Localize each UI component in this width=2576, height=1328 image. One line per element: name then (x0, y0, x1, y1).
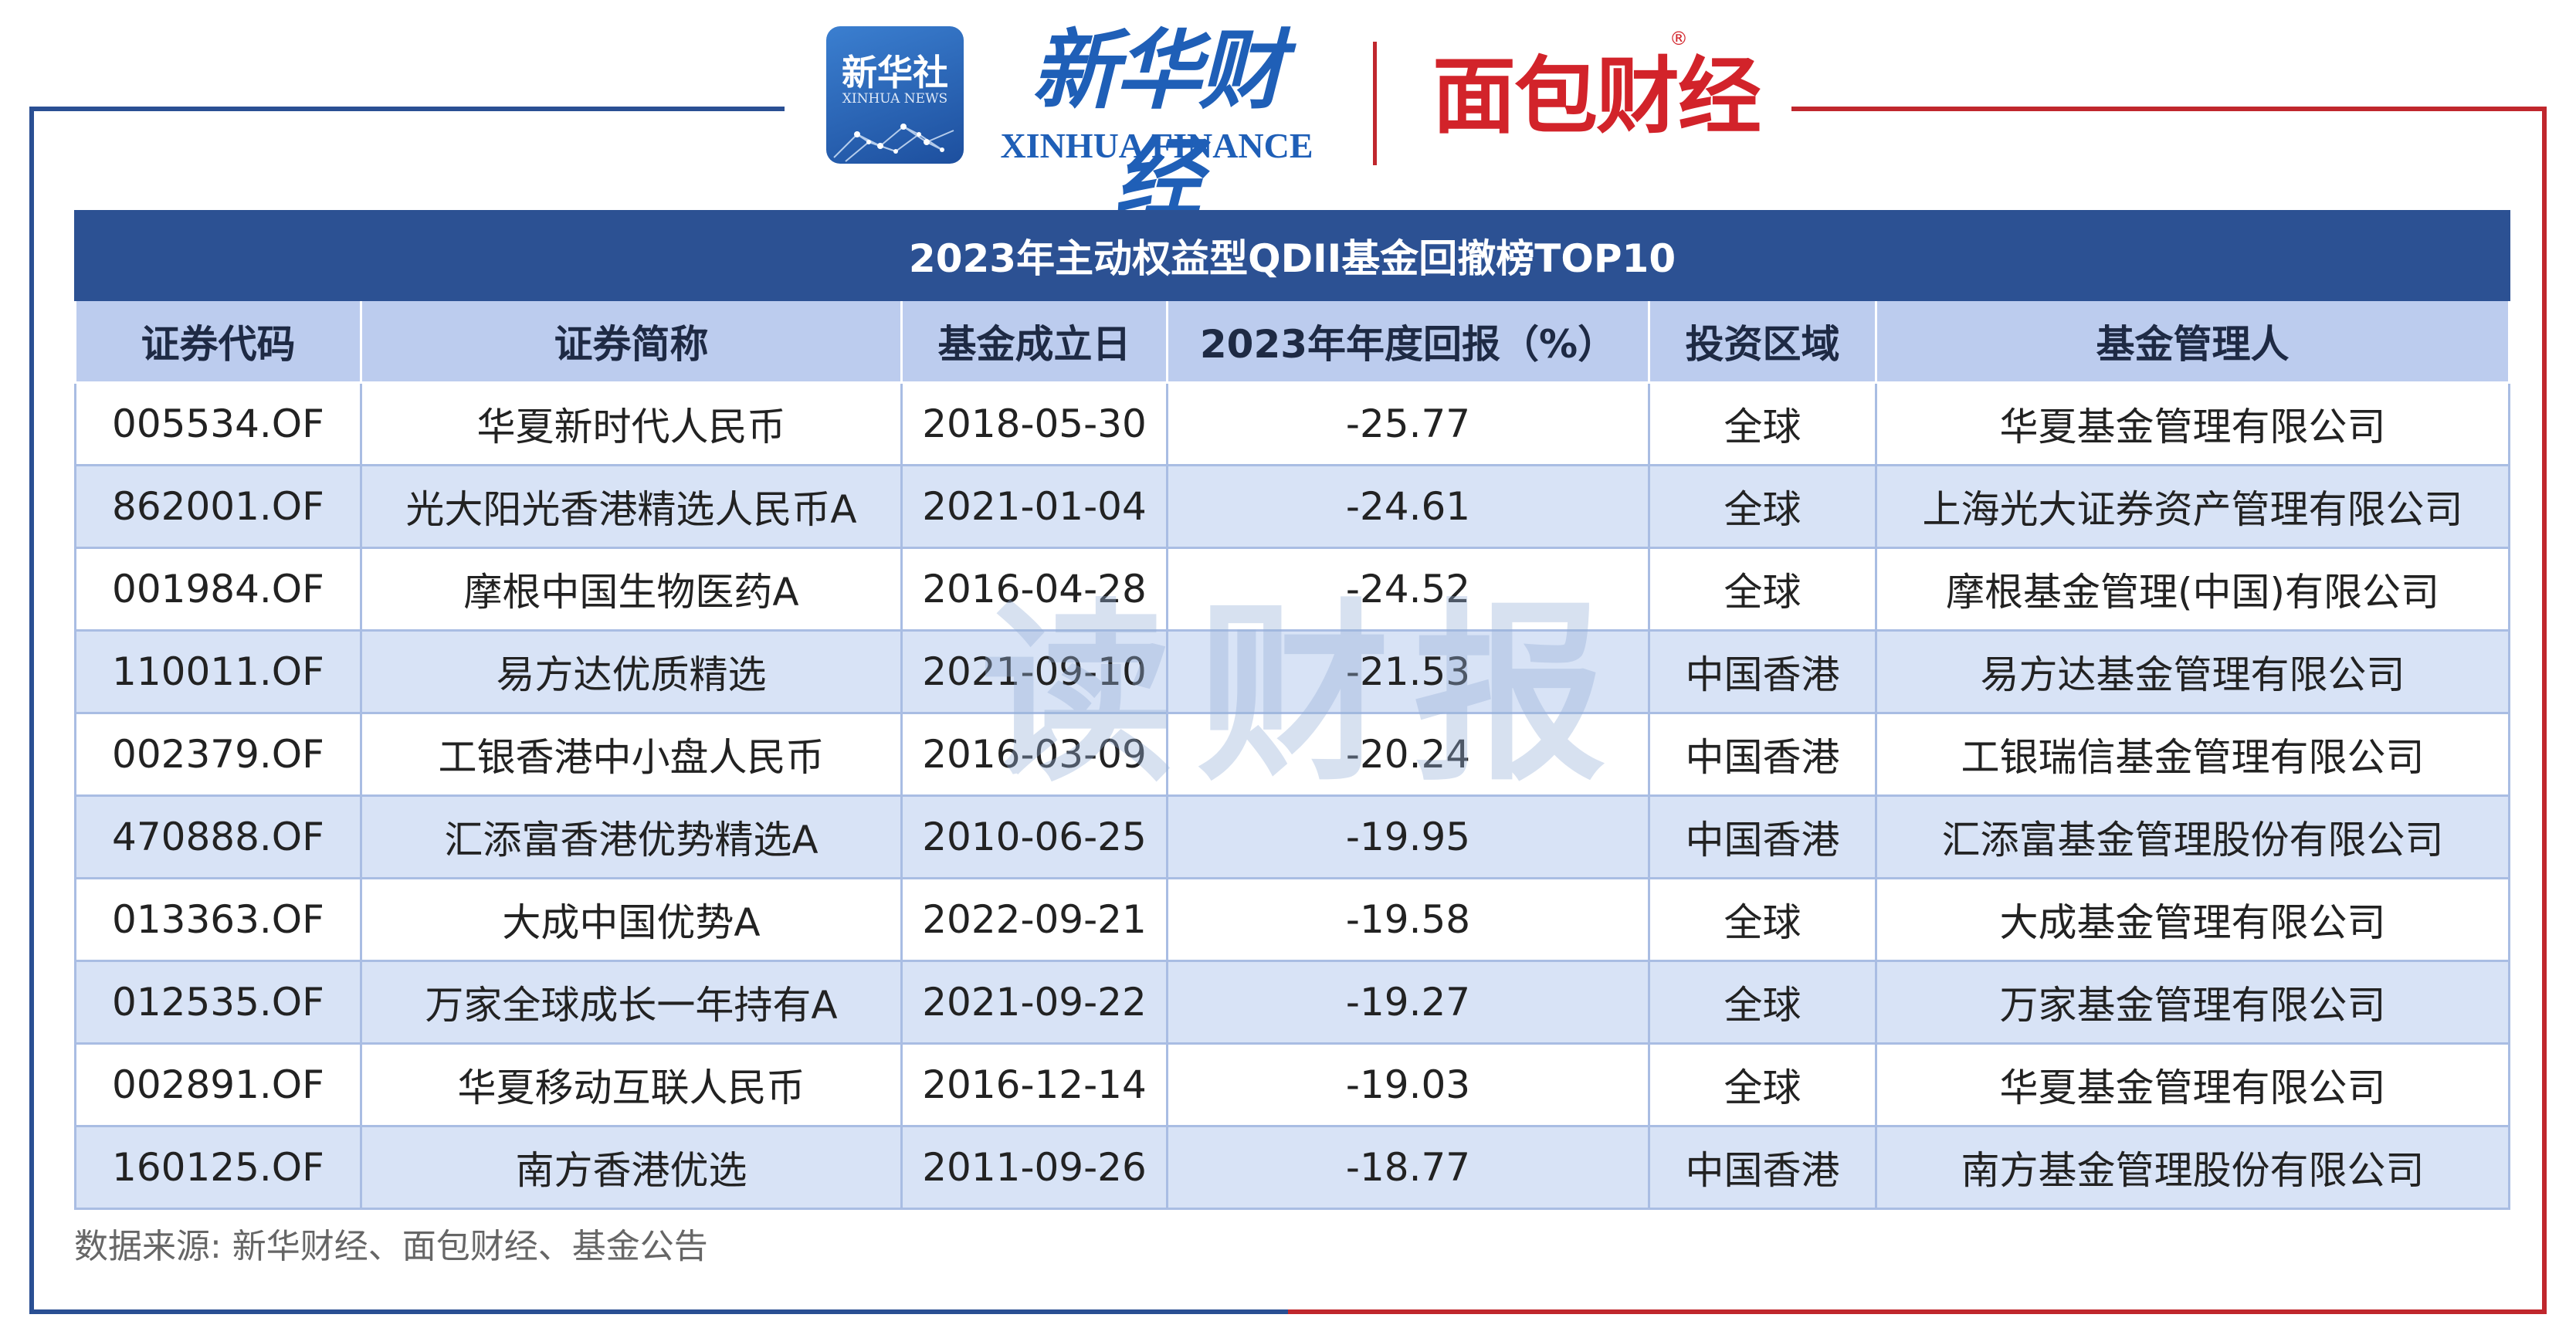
cell-date: 2018-05-30 (900, 382, 1168, 466)
cell-name: 南方香港优选 (360, 1126, 903, 1210)
table-row: 012535.OF 万家全球成长一年持有A 2021-09-22 -19.27 全球 万家… (74, 960, 2511, 1045)
cell-region: 中国香港 (1648, 1126, 1877, 1210)
column-header: 2023年年度回报（%） (1166, 299, 1650, 384)
cell-region: 全球 (1648, 465, 1877, 549)
table-row: 005534.OF 华夏新时代人民币 2018-05-30 -25.77 全球 华夏基金管… (74, 382, 2511, 466)
cell-name: 华夏移动互联人民币 (360, 1043, 903, 1127)
cell-manager: 汇添富基金管理股份有限公司 (1874, 795, 2511, 879)
cell-region: 中国香港 (1648, 795, 1877, 879)
logo-divider (1373, 42, 1377, 165)
frame-line-right (2542, 107, 2547, 1313)
cell-manager: 华夏基金管理有限公司 (1874, 382, 2511, 466)
cell-region: 全球 (1648, 878, 1877, 962)
cell-return: -24.52 (1166, 547, 1650, 632)
cell-manager: 华夏基金管理有限公司 (1874, 1043, 2511, 1127)
cell-region: 全球 (1648, 382, 1877, 466)
table-title-row: 2023年主动权益型QDII基金回撤榜TOP10 (73, 210, 2511, 301)
cell-return: -25.77 (1166, 382, 1650, 466)
cell-return: -19.27 (1166, 960, 1650, 1045)
cell-date: 2021-09-10 (900, 630, 1168, 714)
cell-name: 万家全球成长一年持有A (360, 960, 903, 1045)
frame-line-top-right (1791, 107, 2547, 111)
frame-line-bottom-left (29, 1309, 1288, 1314)
cell-return: -19.58 (1166, 878, 1650, 962)
cell-code: 001984.OF (74, 547, 362, 632)
cell-code: 002891.OF (74, 1043, 362, 1127)
table-row: 002379.OF 工银香港中小盘人民币 2016-03-09 -20.24 中国香港工… (74, 713, 2511, 797)
cell-manager: 摩根基金管理(中国)有限公司 (1874, 547, 2511, 632)
cell-name: 易方达优质精选 (360, 630, 903, 714)
cell-code: 002379.OF (74, 713, 362, 797)
xinhua-badge-cn-text: 新华社 (842, 52, 948, 93)
column-header: 投资区域 (1648, 299, 1877, 384)
cell-region: 中国香港 (1648, 713, 1877, 797)
xinhua-news-logo: 新华社 XINHUA NEWS (826, 26, 964, 164)
cell-date: 2016-03-09 (900, 713, 1168, 797)
mianbao-finance-logo: 面包财经 (1432, 49, 1761, 145)
cell-date: 2010-06-25 (900, 795, 1168, 879)
cell-code: 012535.OF (74, 960, 362, 1045)
cell-code: 013363.OF (74, 878, 362, 962)
frame-line-left (29, 107, 34, 1313)
cell-code: 160125.OF (74, 1126, 362, 1210)
fund-ranking-table: 2023年主动权益型QDII基金回撤榜TOP10 证券代码 证券简称 基金成立日… (73, 210, 2511, 1210)
table-body: 005534.OF 华夏新时代人民币 2018-05-30 -25.77 全球 华夏基金管… (74, 382, 2511, 1210)
cell-manager: 易方达基金管理有限公司 (1874, 630, 2511, 714)
cell-code: 470888.OF (74, 795, 362, 879)
cell-code: 862001.OF (74, 465, 362, 549)
table-row: 160125.OF 南方香港优选 2011-09-26 -18.77 中国香港 南方基金管… (74, 1126, 2511, 1210)
column-header: 证券简称 (360, 299, 903, 384)
registered-mark: ® (1669, 28, 1688, 49)
cell-date: 2011-09-26 (900, 1126, 1168, 1210)
column-header: 基金成立日 (900, 299, 1168, 384)
cell-manager: 南方基金管理股份有限公司 (1874, 1126, 2511, 1210)
cell-date: 2016-04-28 (900, 547, 1168, 632)
cell-name: 光大阳光香港精选人民币A (360, 465, 903, 549)
cell-region: 中国香港 (1648, 630, 1877, 714)
frame-line-top-left (29, 107, 785, 111)
cell-return: -21.53 (1166, 630, 1650, 714)
table-row: 470888.OF 汇添富香港优势精选A 2010-06-25 -19.95 中国香港汇… (74, 795, 2511, 879)
xinhua-finance-en-logo: XINHUA FINANCE (1000, 126, 1313, 165)
cell-date: 2021-01-04 (900, 465, 1168, 549)
cell-region: 全球 (1648, 547, 1877, 632)
cell-return: -18.77 (1166, 1126, 1650, 1210)
cell-name: 工银香港中小盘人民币 (360, 713, 903, 797)
cell-code: 110011.OF (74, 630, 362, 714)
cell-name: 大成中国优势A (360, 878, 903, 962)
cell-name: 华夏新时代人民币 (360, 382, 903, 466)
cell-manager: 上海光大证券资产管理有限公司 (1874, 465, 2511, 549)
cell-code: 005534.OF (74, 382, 362, 466)
column-header: 证券代码 (74, 299, 362, 384)
cell-manager: 工银瑞信基金管理有限公司 (1874, 713, 2511, 797)
table-row: 862001.OF 光大阳光香港精选人民币A 2021-01-04 -24.61 全球上… (74, 465, 2511, 549)
table-row: 013363.OF 大成中国优势A 2022-09-21 -19.58 全球 大成基金管理… (74, 878, 2511, 962)
table-header-row: 证券代码 证券简称 基金成立日 2023年年度回报（%） 投资区域 基金管理人 (74, 299, 2511, 384)
cell-name: 摩根中国生物医药A (360, 547, 903, 632)
column-header: 基金管理人 (1874, 299, 2511, 384)
xinhua-badge-en-text: XINHUA NEWS (842, 91, 948, 107)
cell-region: 全球 (1648, 1043, 1877, 1127)
cell-return: -19.03 (1166, 1043, 1650, 1127)
cell-manager: 大成基金管理有限公司 (1874, 878, 2511, 962)
cell-return: -20.24 (1166, 713, 1650, 797)
cell-return: -19.95 (1166, 795, 1650, 879)
cell-date: 2016-12-14 (900, 1043, 1168, 1127)
table-row: 110011.OF 易方达优质精选 2021-09-10 -21.53 中国香港 易方达基… (74, 630, 2511, 714)
table-title: 2023年主动权益型QDII基金回撤榜TOP10 (73, 210, 2511, 301)
cell-date: 2021-09-22 (900, 960, 1168, 1045)
cell-manager: 万家基金管理有限公司 (1874, 960, 2511, 1045)
cell-date: 2022-09-21 (900, 878, 1168, 962)
frame-line-bottom-right (1288, 1309, 2547, 1314)
table-row: 002891.OF 华夏移动互联人民币 2016-12-14 -19.03 全球 华夏基金… (74, 1043, 2511, 1127)
source-note: 数据来源: 新华财经、面包财经、基金公告 (74, 1227, 708, 1266)
cell-region: 全球 (1648, 960, 1877, 1045)
table-row: 001984.OF 摩根中国生物医药A 2016-04-28 -24.52 全球 摩根基金… (74, 547, 2511, 632)
network-globe-icon (833, 124, 954, 162)
cell-return: -24.61 (1166, 465, 1650, 549)
cell-name: 汇添富香港优势精选A (360, 795, 903, 879)
